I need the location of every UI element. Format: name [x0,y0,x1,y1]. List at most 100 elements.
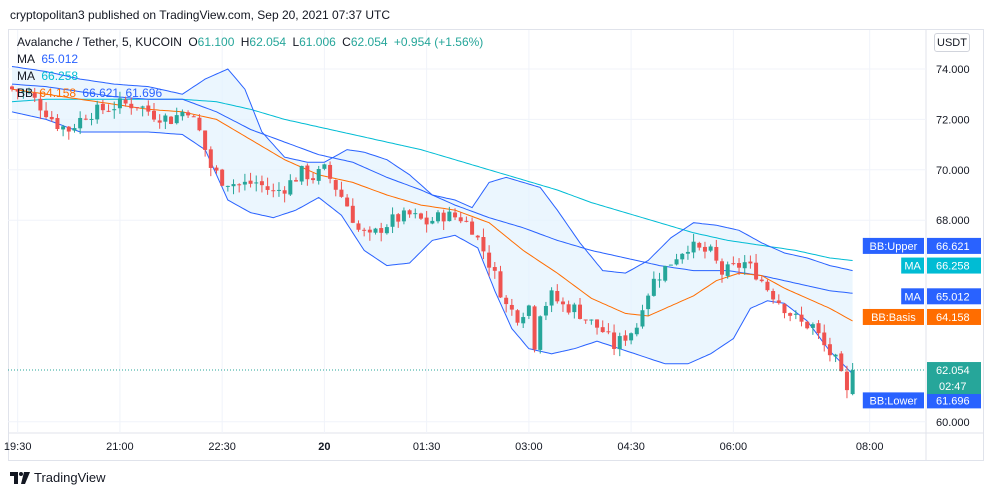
price-tag-name-box [862,392,924,409]
chart-frame[interactable] [8,29,984,461]
candle-body [526,305,531,316]
candle-body [407,210,412,215]
candle-body [697,242,702,248]
candle-body [61,126,66,130]
candle-body [844,371,849,391]
candle-body [401,210,406,222]
symbol-title[interactable]: Avalanche / Tether, 5, KUCOIN [17,35,182,49]
candle-body [78,117,83,129]
candle-body [191,116,196,118]
candle-body [220,169,225,186]
currency-button[interactable]: USDT [934,33,970,52]
candle-body [833,354,838,357]
candle-body [134,107,139,109]
candle-body [714,246,719,261]
price-tag-name-box [901,257,924,274]
candle-body [89,118,94,120]
ma1-legend[interactable]: MA 65.012 [17,52,81,66]
candle-body [453,212,458,218]
candle-body [543,305,548,316]
price-tag-name: BB:Basis [871,312,916,324]
candle-body [259,181,264,186]
candle-body [294,180,298,182]
candle-body [708,246,713,251]
candle-body [15,89,20,92]
candle-body [350,205,355,223]
candle-body [447,211,452,222]
ma2-label: MA [17,69,35,83]
candle-body [685,251,690,254]
y-tick-label: 68.000 [936,215,970,227]
candle-body [339,189,344,197]
candle-body [657,279,662,281]
candle-body [248,180,253,184]
candle-body [117,98,122,109]
candle-body [515,310,520,323]
y-tick-label: 72.000 [936,114,970,126]
symbol-legend: Avalanche / Tether, 5, KUCOIN O61.100 H6… [17,35,486,49]
candle-body [464,220,469,222]
candle-body [606,331,611,333]
candle-body [384,227,389,234]
candle-body [418,213,423,219]
candle-body [129,103,134,109]
high-value: 62.054 [249,35,287,49]
candle-body [776,300,781,304]
candle-body [328,164,333,179]
candle-body [765,281,770,291]
price-tag-name-box [862,237,924,254]
candle-body [702,246,707,252]
footer-brand-label: TradingView [34,470,106,485]
tradingview-logo-icon [10,471,30,484]
candle-body [169,116,174,124]
candle-body [203,130,208,150]
low-value: 61.006 [299,35,336,49]
candle-body [748,261,753,264]
candle-body [95,104,100,120]
change-value: +0.954 (+1.56%) [393,35,484,49]
price-tag: 62.054 02:47 [927,362,981,395]
price-tag-name: MA [904,261,921,273]
price-tag: MA 66.258 [901,257,981,274]
bb-legend[interactable]: BB 64.158 66.621 61.696 [17,86,165,100]
candle-body [651,278,656,296]
candle-body [163,115,168,122]
ma1-label: MA [17,52,35,66]
candle-body [583,319,588,321]
candle-body [214,167,219,171]
candle-body [827,344,832,356]
candle-body [816,323,821,334]
candle-body [509,304,514,310]
candle-body [83,118,88,120]
candle-body [600,327,605,333]
price-tag: BB:Basis 64.158 [862,308,981,325]
low-label: L [292,35,300,49]
price-tag-value: 66.621 [936,241,970,253]
candle-body [288,180,293,195]
candle-body [265,186,270,190]
x-tick-label: 21:00 [106,441,134,453]
price-tag: MA 65.012 [901,288,981,305]
candle-body [566,304,571,313]
candle-body [146,105,151,112]
candle-body [180,111,185,117]
candle-body [55,118,60,130]
candle-body [367,229,372,233]
price-tag-value: 62.054 [936,365,970,377]
candle-body [311,178,316,181]
candle-body [21,91,26,93]
bb-lower-value: 61.696 [125,86,163,100]
candle-body [140,106,145,108]
ma2-legend[interactable]: MA 66.258 [17,69,81,83]
candle-body [629,333,634,341]
footer-brand[interactable]: TradingView [10,470,106,485]
candle-body [225,185,230,187]
candle-body [549,290,554,306]
candle-body [538,316,543,350]
candle-body [305,165,310,180]
price-tag-value: 64.158 [936,312,970,324]
price-tag-value-box [927,362,981,395]
candle-body [10,86,14,90]
y-tick-label: 74.000 [936,64,970,76]
